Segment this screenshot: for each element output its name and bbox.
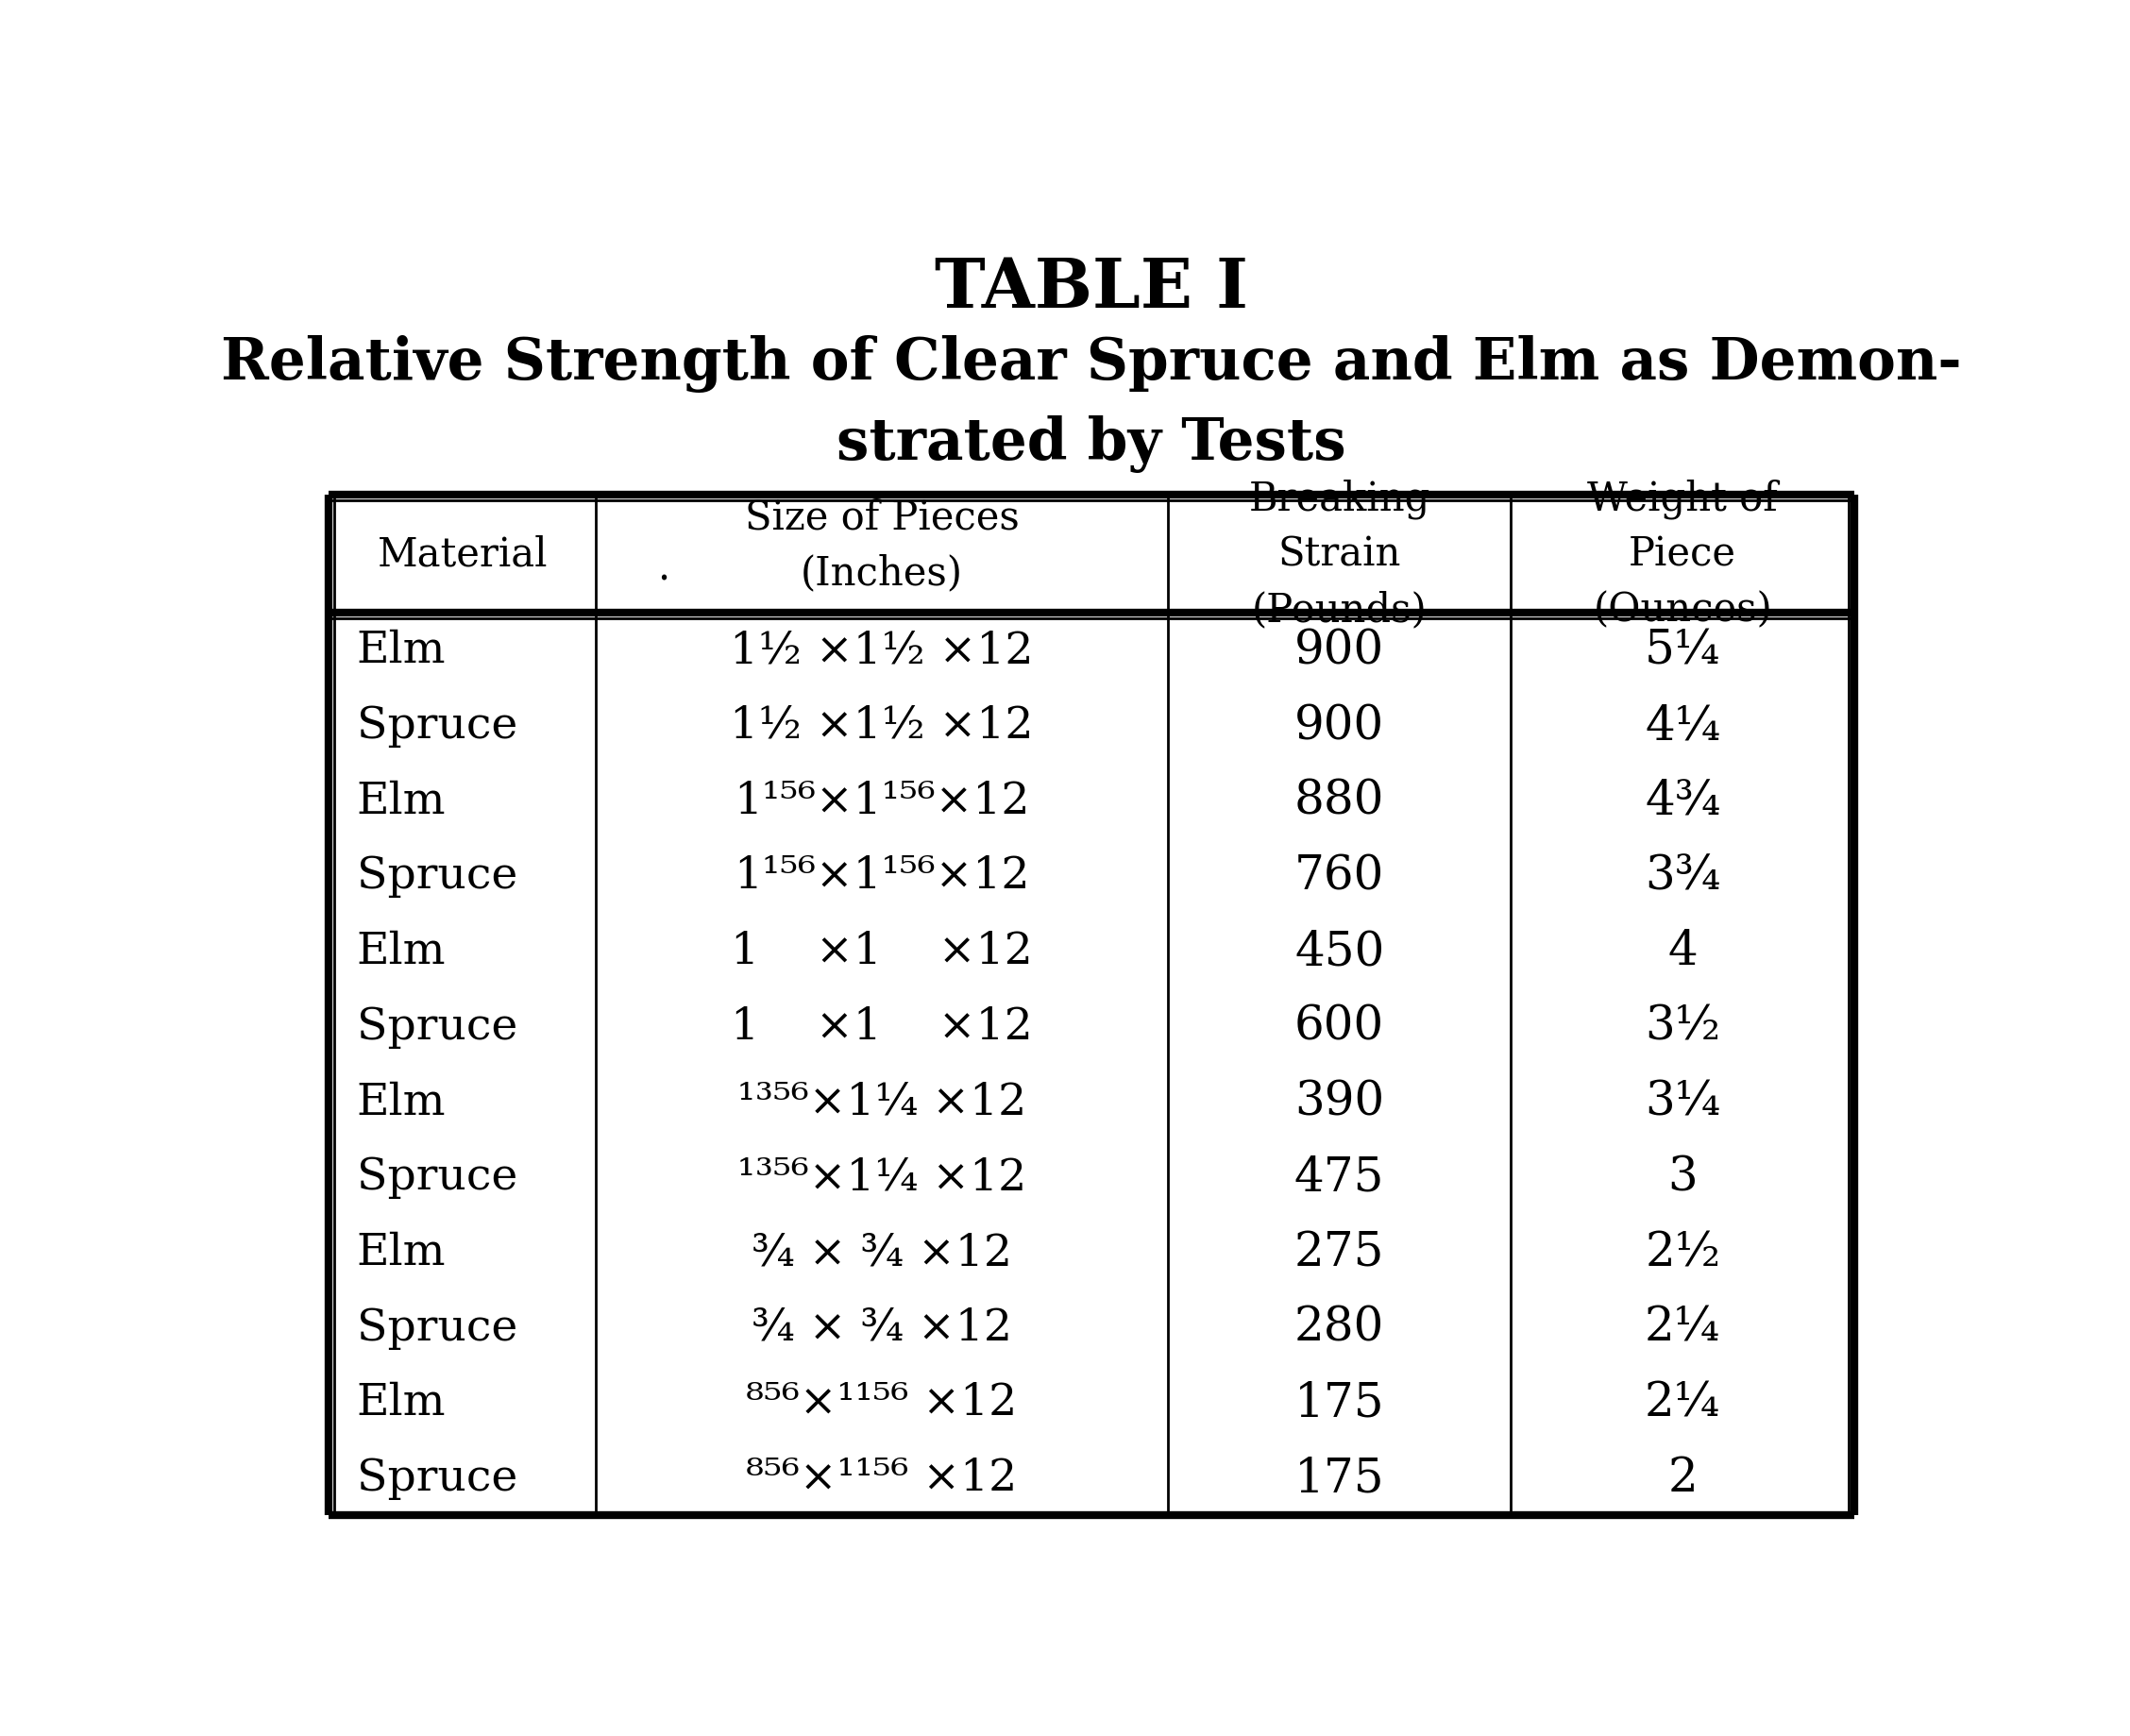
Text: 1¹⁵⁶×1¹⁵⁶×12: 1¹⁵⁶×1¹⁵⁶×12 (735, 779, 1031, 823)
Text: 390: 390 (1295, 1078, 1384, 1125)
Text: Relative Strength of Clear Spruce and Elm as Demon-: Relative Strength of Clear Spruce and El… (222, 335, 1962, 392)
Text: Spruce: Spruce (356, 1305, 518, 1349)
Text: 600: 600 (1295, 1003, 1384, 1050)
Text: Spruce: Spruce (356, 1457, 518, 1500)
Text: ⁸⁵⁶×¹¹⁵⁶ ×12: ⁸⁵⁶×¹¹⁵⁶ ×12 (745, 1382, 1018, 1424)
Text: ¾ × ¾ ×12: ¾ × ¾ ×12 (752, 1305, 1012, 1349)
Text: 175: 175 (1295, 1380, 1384, 1427)
Text: ¾ × ¾ ×12: ¾ × ¾ ×12 (752, 1231, 1012, 1274)
Text: 880: 880 (1295, 778, 1384, 825)
Text: 1¹⁵⁶×1¹⁵⁶×12: 1¹⁵⁶×1¹⁵⁶×12 (735, 854, 1031, 898)
Text: ¹³⁵⁶×1¼ ×12: ¹³⁵⁶×1¼ ×12 (737, 1156, 1027, 1198)
Text: 3: 3 (1668, 1154, 1698, 1201)
Text: Spruce: Spruce (356, 1005, 518, 1049)
Text: Elm: Elm (356, 628, 445, 672)
Text: 5¼: 5¼ (1644, 627, 1721, 674)
Text: Elm: Elm (356, 930, 445, 972)
Text: Elm: Elm (356, 1382, 445, 1424)
Text: 275: 275 (1295, 1229, 1384, 1276)
Text: 4¼: 4¼ (1644, 703, 1721, 750)
Text: Spruce: Spruce (356, 854, 518, 898)
Text: TABLE I: TABLE I (935, 255, 1248, 323)
Text: 1½ ×1½ ×12: 1½ ×1½ ×12 (731, 705, 1033, 746)
Text: 4¾: 4¾ (1644, 778, 1721, 825)
Text: 3¾: 3¾ (1644, 852, 1721, 899)
Text: ⁸⁵⁶×¹¹⁵⁶ ×12: ⁸⁵⁶×¹¹⁵⁶ ×12 (745, 1457, 1018, 1500)
Text: 175: 175 (1295, 1455, 1384, 1502)
Text: 280: 280 (1295, 1304, 1384, 1351)
Text: Material: Material (377, 535, 547, 575)
Text: 760: 760 (1295, 852, 1384, 899)
Text: 900: 900 (1295, 627, 1384, 674)
Text: Size of Pieces
(Inches): Size of Pieces (Inches) (745, 498, 1018, 592)
Text: Breaking
Strain
(Pounds): Breaking Strain (Pounds) (1248, 479, 1431, 630)
Text: 450: 450 (1295, 929, 1384, 976)
Text: 3½: 3½ (1644, 1003, 1721, 1050)
Text: Spruce: Spruce (356, 1156, 518, 1198)
Text: 1½ ×1½ ×12: 1½ ×1½ ×12 (731, 628, 1033, 672)
Text: 2¼: 2¼ (1644, 1380, 1721, 1427)
Text: 2: 2 (1668, 1455, 1698, 1502)
Text: 1    ×1    ×12: 1 ×1 ×12 (731, 930, 1033, 972)
Text: 2¼: 2¼ (1644, 1304, 1721, 1351)
Text: Elm: Elm (356, 779, 445, 823)
Text: Spruce: Spruce (356, 705, 518, 746)
Text: 4: 4 (1668, 929, 1698, 976)
Text: 1    ×1    ×12: 1 ×1 ×12 (731, 1005, 1033, 1049)
Text: ¹³⁵⁶×1¼ ×12: ¹³⁵⁶×1¼ ×12 (737, 1080, 1027, 1123)
Text: 900: 900 (1295, 703, 1384, 750)
Text: Elm: Elm (356, 1080, 445, 1123)
Text: Elm: Elm (356, 1231, 445, 1274)
Text: strated by Tests: strated by Tests (837, 415, 1346, 474)
Text: 3¼: 3¼ (1644, 1078, 1721, 1125)
Text: .: . (656, 549, 669, 589)
Text: 2½: 2½ (1644, 1229, 1721, 1276)
Text: 475: 475 (1295, 1154, 1384, 1201)
Text: Weight of
Piece
(Ounces): Weight of Piece (Ounces) (1587, 479, 1779, 630)
